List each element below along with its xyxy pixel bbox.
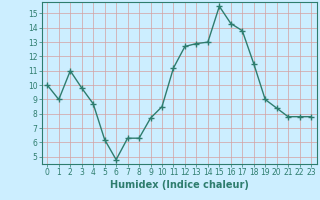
X-axis label: Humidex (Indice chaleur): Humidex (Indice chaleur) [110,180,249,190]
